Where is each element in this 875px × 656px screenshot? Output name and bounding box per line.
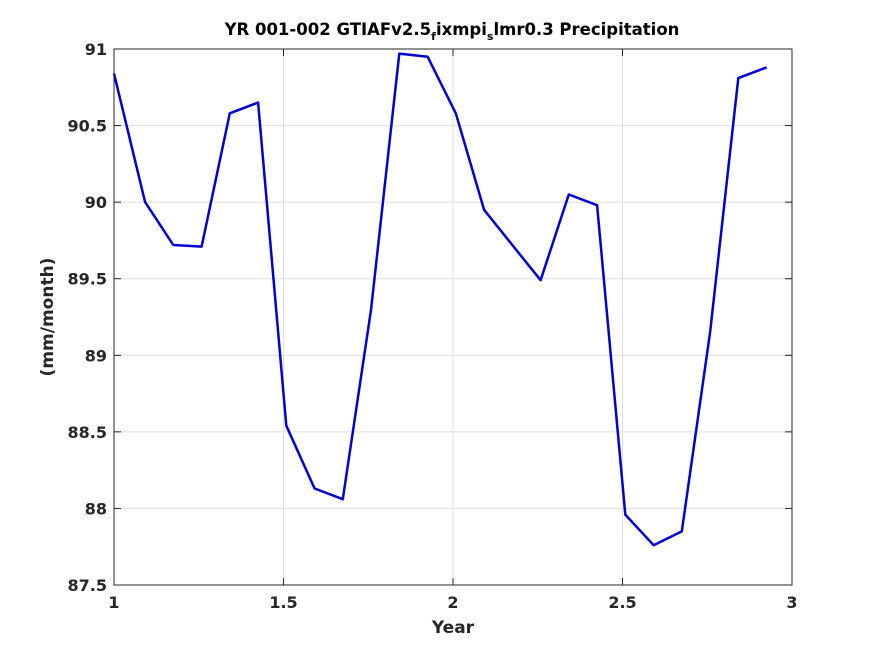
y-axis-label: (mm/month): [38, 258, 58, 377]
grid-lines: [114, 49, 792, 585]
chart-title: YR 001-002 GTIAFv2.5fixmpislmr0.3 Precip…: [224, 20, 680, 43]
x-tick-label: 1.5: [269, 593, 297, 612]
y-tick-label: 91: [85, 40, 107, 59]
y-tick-label: 87.5: [68, 576, 107, 595]
title-subscript: f: [431, 30, 436, 43]
y-tick-label: 90.5: [68, 117, 107, 136]
y-tick-label: 89: [85, 346, 107, 365]
data-series: [112, 52, 768, 547]
x-axis-label: Year: [431, 618, 475, 638]
y-tick-label: 88: [85, 499, 107, 518]
title-text: lmr0.3 Precipitation: [493, 20, 679, 39]
x-tick-label: 3: [786, 593, 797, 612]
x-tick-label: 1: [108, 593, 119, 612]
precipitation-series-line: [112, 52, 768, 547]
x-tick-label: 2: [447, 593, 458, 612]
y-tick-label: 90: [85, 193, 107, 212]
x-tick-labels: 1 1.5 2 2.5 3: [108, 593, 797, 612]
title-text: ixmpi: [436, 20, 487, 39]
y-tick-label: 89.5: [68, 270, 107, 289]
x-tick-label: 2.5: [608, 593, 636, 612]
title-text: YR 001-002 GTIAFv2.5: [224, 20, 432, 39]
y-tick-labels: 87.5 88 88.5 89 89.5 90 90.5 91: [68, 40, 107, 595]
y-tick-label: 88.5: [68, 423, 107, 442]
title-subscript: s: [487, 30, 494, 43]
axis-ticks: [113, 48, 793, 586]
